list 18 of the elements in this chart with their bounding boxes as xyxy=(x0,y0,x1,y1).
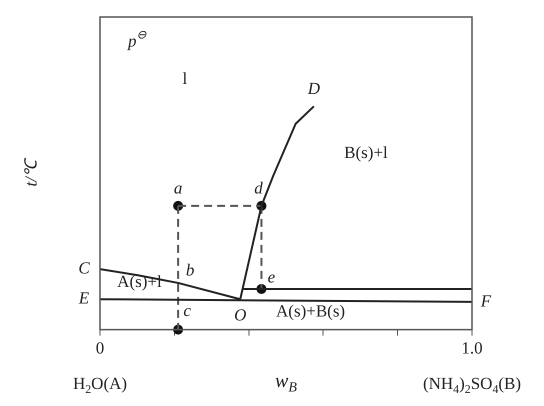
annotation: A(s)+l xyxy=(117,272,162,292)
annotation: e xyxy=(268,267,276,286)
x-tick-label: 1.0 xyxy=(461,338,483,358)
annotation: F xyxy=(480,291,492,310)
text: p⊖ xyxy=(126,27,148,50)
annotation: O xyxy=(234,306,246,325)
annotation: a xyxy=(174,178,182,198)
y-axis-title: t/℃ xyxy=(21,157,40,187)
x-tick-label: 0 xyxy=(96,338,104,358)
text: l xyxy=(182,68,188,88)
annotation: A(s)+B(s) xyxy=(276,302,346,321)
annotation: D xyxy=(306,78,321,98)
annotation: d xyxy=(254,178,264,198)
annotation: E xyxy=(78,288,90,308)
annotation: b xyxy=(186,260,194,280)
annotation: C xyxy=(78,258,90,278)
annotation: B(s)+l xyxy=(344,142,388,162)
annotation: c xyxy=(183,301,192,320)
